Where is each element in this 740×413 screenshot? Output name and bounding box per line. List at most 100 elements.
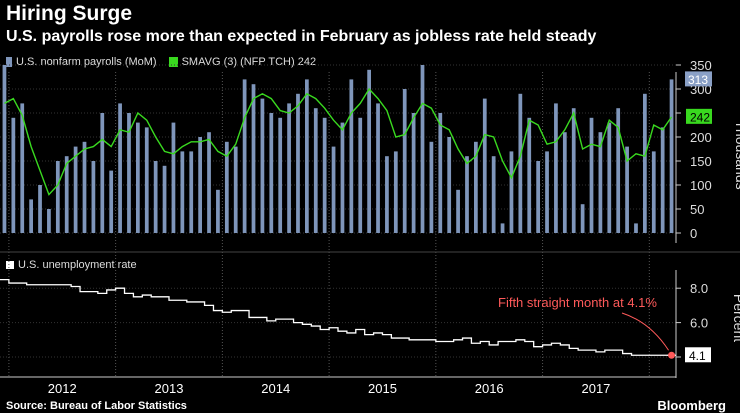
- payroll-bar: [207, 132, 211, 233]
- bottom-y-axis-label: Percent: [731, 294, 740, 342]
- unemployment-legend: U.S. unemployment rate: [6, 259, 137, 271]
- payroll-bar: [625, 146, 629, 233]
- payroll-bar: [91, 161, 96, 233]
- payroll-bar: [634, 223, 638, 233]
- payroll-bar: [55, 161, 60, 233]
- chart-subtitle: U.S. payrolls rose more than expected in…: [6, 28, 597, 45]
- payroll-bar: [278, 117, 283, 233]
- last-bar-value: 313: [688, 73, 708, 87]
- y-tick-label: 8.0: [690, 281, 708, 296]
- payroll-bar: [393, 151, 398, 233]
- payroll-bar: [313, 108, 318, 233]
- payroll-bar: [562, 132, 567, 233]
- y-tick-label: 0: [690, 226, 697, 241]
- last-unemployment-value: 4.1: [689, 349, 706, 363]
- payroll-bar: [153, 161, 158, 233]
- payroll-bar: [331, 146, 336, 233]
- payroll-bar: [554, 103, 558, 234]
- x-tick-label: 2012: [48, 381, 77, 396]
- payroll-bar: [349, 79, 354, 234]
- payroll-bar: [144, 127, 149, 233]
- payroll-bar: [47, 209, 51, 233]
- x-tick-label: 2017: [581, 381, 610, 396]
- payroll-bar: [269, 113, 274, 233]
- last-ma-value: 242: [690, 110, 710, 124]
- payroll-bar: [260, 98, 265, 233]
- payroll-bar: [669, 79, 674, 234]
- payroll-bar: [242, 79, 247, 234]
- payroll-bar: [456, 189, 460, 233]
- payroll-bar: [651, 151, 656, 233]
- annotation-dot: [668, 351, 676, 359]
- payroll-bar: [171, 122, 176, 233]
- last-bar-tag: [685, 71, 712, 87]
- annotation-arrow: [621, 312, 669, 351]
- annotation-text: Fifth straight month at 4.1%: [498, 295, 657, 310]
- payroll-bar: [527, 117, 532, 233]
- payroll-bar: [474, 141, 478, 233]
- payroll-bar: [29, 199, 33, 233]
- payroll-bar: [189, 151, 194, 233]
- y-tick-label: 50: [690, 202, 704, 217]
- payroll-bar: [11, 117, 16, 233]
- source-note: Source: Bureau of Labor Statistics: [6, 400, 187, 412]
- payroll-bar: [251, 84, 256, 233]
- payroll-bar: [287, 103, 291, 234]
- payroll-bar: [2, 65, 7, 233]
- payroll-bar: [402, 89, 407, 233]
- payroll-bar: [616, 108, 621, 233]
- y-tick-label: 150: [690, 154, 712, 169]
- moving-average-line: [4, 87, 673, 196]
- bars-legend-swatch: [6, 57, 12, 67]
- payroll-bar: [296, 93, 300, 233]
- bloomberg-logo: Bloomberg: [657, 398, 726, 413]
- y-tick-label: 6.0: [690, 316, 708, 331]
- unemployment-legend-label: U.S. unemployment rate: [18, 259, 137, 271]
- top-y-axis-label: Thousands: [733, 120, 740, 189]
- payroll-bar: [465, 156, 469, 233]
- payroll-bar: [580, 204, 585, 233]
- last-unemployment-tag: [685, 347, 711, 363]
- payroll-bar: [429, 141, 434, 233]
- unemployment-line: [0, 278, 676, 356]
- payroll-bar: [518, 93, 523, 233]
- payroll-bar: [607, 122, 612, 233]
- payroll-bar: [376, 103, 380, 234]
- payroll-bar: [64, 156, 69, 233]
- last-ma-tag: [686, 108, 712, 124]
- payroll-bar: [82, 141, 87, 233]
- payroll-bar: [180, 151, 185, 233]
- payroll-bar: [660, 127, 665, 233]
- x-tick-label: 2014: [261, 381, 290, 396]
- payroll-bar: [100, 113, 105, 233]
- payroll-bar: [491, 156, 496, 233]
- payroll-bar: [340, 122, 345, 233]
- payroll-bar: [509, 151, 514, 233]
- payroll-bar: [589, 117, 594, 233]
- payroll-bar: [411, 113, 416, 233]
- payroll-bar: [233, 146, 238, 233]
- y-tick-label: 200: [690, 130, 712, 145]
- payroll-bar: [571, 108, 576, 233]
- y-tick-label: 100: [690, 178, 712, 193]
- unemployment-legend-swatch: [6, 261, 14, 269]
- payroll-bar: [500, 223, 505, 233]
- ma-legend-swatch: [168, 57, 178, 67]
- payroll-bar: [358, 117, 363, 233]
- y-tick-label: 350: [690, 58, 712, 73]
- payroll-bar: [20, 103, 25, 234]
- payroll-bar: [224, 141, 229, 233]
- payroll-bar: [367, 69, 371, 233]
- payroll-bar: [643, 93, 647, 233]
- chart-title: Hiring Surge: [6, 2, 133, 25]
- x-tick-label: 2016: [475, 381, 504, 396]
- payroll-bar: [127, 113, 131, 233]
- payroll-bar: [545, 151, 549, 233]
- payroll-bar: [118, 103, 122, 234]
- payroll-bar: [447, 137, 452, 233]
- payroll-bar: [38, 185, 42, 233]
- payroll-bar: [73, 146, 78, 233]
- x-tick-label: 2015: [368, 381, 397, 396]
- payroll-bar: [162, 165, 167, 233]
